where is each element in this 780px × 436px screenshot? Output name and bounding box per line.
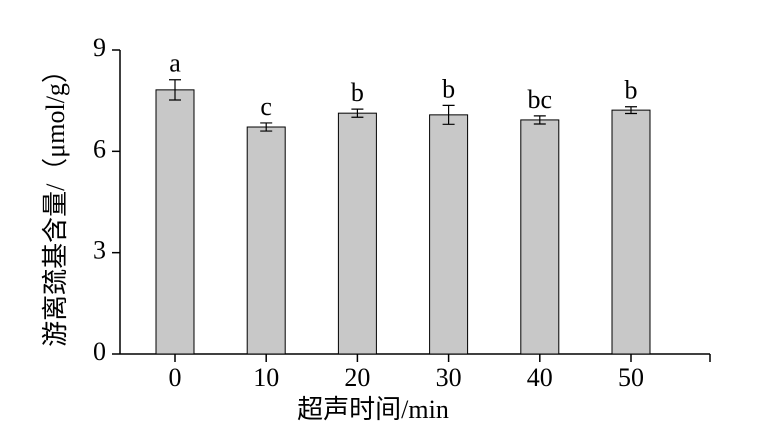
error-bar [260, 122, 273, 132]
significance-letter: b [442, 74, 455, 103]
error-bar [442, 104, 455, 125]
bar [155, 89, 195, 355]
x-axis-title: 超声时间/min [297, 395, 449, 424]
x-tick-label: 0 [169, 363, 182, 392]
x-tick-label: 30 [436, 363, 462, 392]
bar [520, 119, 560, 355]
bar [429, 114, 469, 355]
bar [246, 126, 286, 355]
x-tick-label: 20 [344, 363, 370, 392]
significance-letter: a [169, 49, 181, 78]
y-axis-title: 游离巯基含量/（μmol/g） [41, 57, 70, 347]
error-bar [533, 115, 546, 125]
significance-letter: c [260, 92, 272, 121]
y-tick-label: 9 [93, 33, 106, 62]
y-tick-label: 6 [93, 134, 106, 163]
y-tick-label: 0 [93, 337, 106, 366]
y-tick-label: 3 [93, 236, 106, 265]
error-bar [625, 106, 637, 115]
significance-letter: b [351, 78, 364, 107]
x-tick-label: 10 [253, 363, 279, 392]
bar [611, 109, 651, 355]
significance-letter: bc [528, 85, 553, 114]
x-tick-label: 40 [527, 363, 553, 392]
bar [337, 112, 377, 355]
error-bar [169, 79, 181, 101]
error-bar [351, 108, 364, 118]
significance-letter: b [625, 76, 638, 105]
x-tick-label: 50 [618, 363, 644, 392]
